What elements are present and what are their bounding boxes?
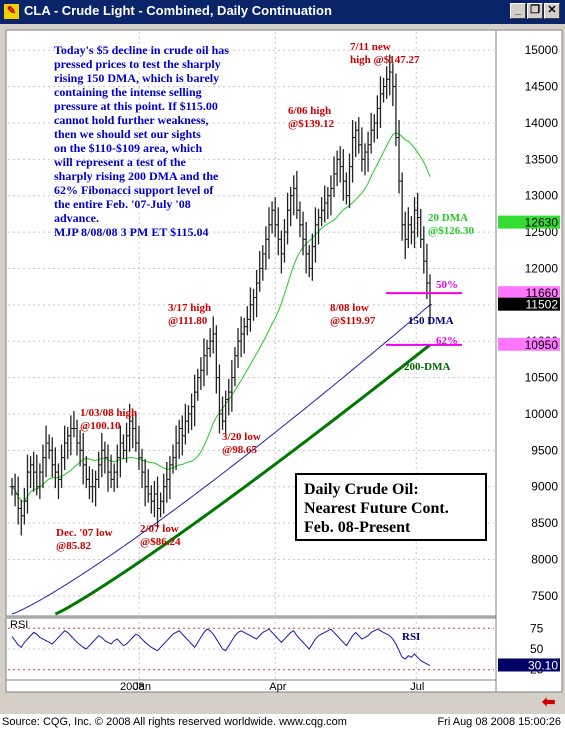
y-tick-label: 9000 [531,480,558,494]
chart-title-line: Feb. 08-Present [304,519,411,536]
price-label: 11660 [526,286,559,300]
y-tick-label: 7500 [531,589,558,603]
price-bar-layer [10,54,432,536]
chart-annotation: 3/20 low [222,431,261,443]
price-label-box [498,215,560,229]
chart-annotation: @$139.12 [288,118,334,130]
commentary-line: cannot hold further weakness, [54,113,208,127]
chart-annotation: 6/06 high [288,105,331,117]
sma-150-line [11,304,431,615]
source-credit: Source: CQG, Inc. © 2008 All rights rese… [2,716,347,728]
chart-annotation: @98.65 [222,444,257,456]
sma-20-line [11,132,431,502]
y-tick-label: 8000 [531,552,558,566]
chart-app-icon: ✎ [4,4,19,19]
year-label: 2008 [120,681,144,693]
commentary-line: sharply rising 200 DMA and the [54,169,219,183]
commentary-line: will represent a test of the [54,155,187,169]
rsi-value-box [498,658,560,672]
chart-annotation: 50% [436,279,458,291]
y-tick-label: 10500 [525,371,559,385]
rsi-tick-label: 75 [530,621,544,635]
price-label: 11502 [526,298,559,312]
chart-annotation: Dec. '07 low [56,527,113,539]
commentary-text: Today's $5 decline in crude oil haspress… [54,43,229,239]
price-label: 10950 [525,338,559,352]
commentary-line: advance. [54,211,99,225]
window-title: CLA - Crude Light - Combined, Daily Cont… [24,3,332,18]
rsi-layer: 255075RSIRSI30.10 [8,619,560,677]
chart-annotation: high @$147.27 [350,54,420,66]
rsi-title: RSI [402,631,420,643]
y-tick-label: 10000 [525,407,559,421]
y-tick-label: 12000 [525,261,559,275]
chart-title-frame [295,473,487,541]
rsi-tick-label: 50 [530,642,544,656]
commentary-line: 62% Fibonacci support level of [54,183,214,197]
commentary-line: then we should set our sights [54,127,201,141]
commentary-line: pressure at this point. If $115.00 [54,99,218,113]
chart-annotation: @$86.24 [140,536,181,548]
moving-average-layer [11,132,431,616]
restore-button[interactable]: ❐ [527,3,543,19]
chart-title-line: Daily Crude Oil: [304,481,419,498]
price-label-box [498,297,560,311]
chart-annotation: @111.80 [168,315,208,327]
y-tick-label: 9500 [531,443,558,457]
commentary-line: MJP 8/08/08 3 PM ET $115.04 [54,225,208,239]
x-tick-label: Apr [269,681,286,693]
x-tick-label: Jan [133,681,151,693]
commentary-line: on the $110-$109 area, which [54,141,202,155]
commentary-line: rising 150 DMA, which is barely [54,71,219,85]
sma-200-line [54,343,431,616]
window-titlebar: ✎ CLA - Crude Light - Combined, Daily Co… [0,0,565,24]
y-tick-label: 13500 [525,152,559,166]
chart-annotation: 150 DMA [408,315,454,327]
y-tick-label: 8500 [531,516,558,530]
chart-title-line: Nearest Future Cont. [304,500,449,517]
y-tick-label: 13000 [525,189,559,203]
status-timestamp: Fri Aug 08 2008 15:00:26 [437,716,561,728]
chart-annotation: @100.10 [80,420,121,432]
price-label: 12630 [525,216,559,230]
commentary-line: pressed prices to test the sharply [54,57,221,71]
price-axis-panel [495,29,563,693]
chart-annotation: @85.82 [56,540,91,552]
chart-annotation: 200-DMA [404,361,450,373]
chart-area: 7500800085009000950010000105001100011500… [5,29,563,693]
rsi-panel-label: RSI [10,619,28,631]
close-button[interactable]: ✕ [544,3,560,19]
commentary-line: Today's $5 decline in crude oil has [54,43,229,57]
chart-annotation: @$119.97 [330,315,376,327]
commentary-line: the entire Feb. '07-July '08 [54,197,191,211]
y-tick-label: 14000 [525,116,559,130]
chart-annotation: 62% [436,335,458,347]
commentary-line: containing the intense selling [54,85,202,99]
rsi-line [11,628,431,667]
chart-annotation: 8/08 low [330,302,369,314]
chart-annotation: @$126.30 [428,225,474,237]
status-bar: Source: CQG, Inc. © 2008 All rights rese… [0,714,565,732]
x-tick-label: Jul [410,681,424,693]
minimize-button[interactable]: _ [510,3,526,19]
axis-label-layer: 7500800085009000950010000105001100011500… [120,43,560,693]
rsi-value-label: 30.10 [528,658,558,672]
price-label-box [498,337,560,351]
chart-annotation: 7/11 new [350,41,391,53]
chart-title-box: Daily Crude Oil: Nearest Future Cont. Feb.… [295,473,487,541]
chart-annotation: 3/17 high [168,302,211,314]
y-tick-label: 14500 [525,80,559,94]
chart-annotation: 2/07 low [140,523,179,535]
scroll-left-arrow-icon[interactable]: ⬅ [542,694,556,711]
fibonacci-layer [386,292,462,346]
chart-annotation: 20 DMA [428,212,468,224]
y-tick-label: 15000 [525,43,559,57]
chart-annotation: 1/03/08 high [80,407,137,419]
price-label-box [498,286,560,300]
